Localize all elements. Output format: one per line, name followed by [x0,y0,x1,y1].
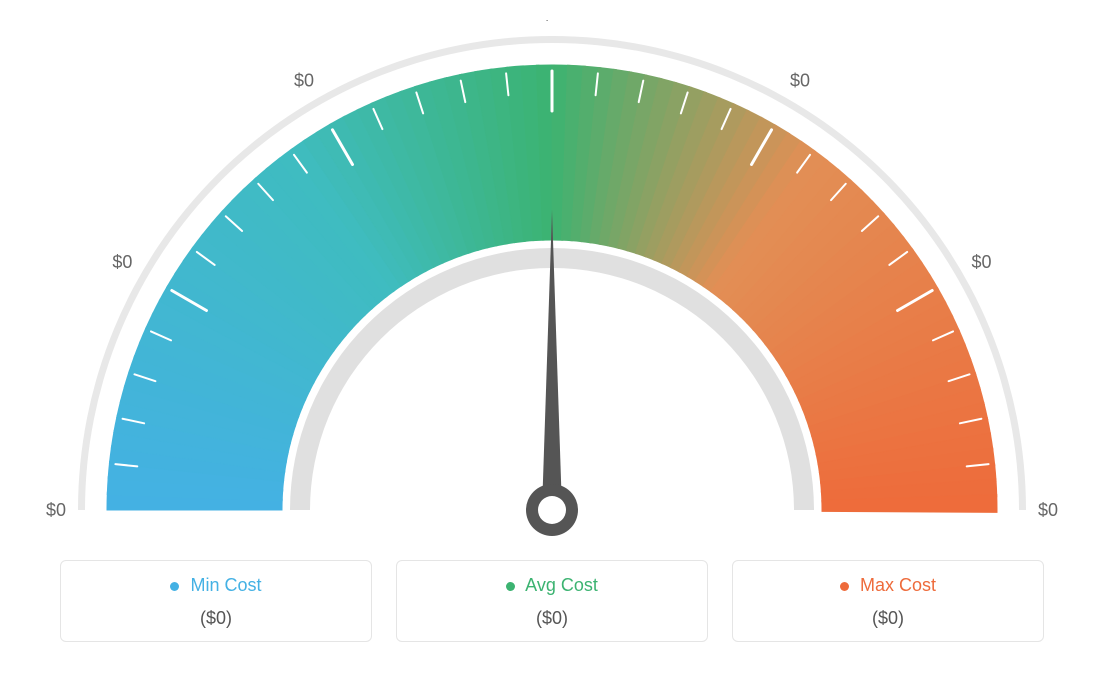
legend-box-avg: Avg Cost ($0) [396,560,708,642]
gauge-area: $0 $0 $0 $0 $0 $0 $0 [40,20,1064,550]
legend-text-min: Min Cost [191,575,262,595]
chart-container: $0 $0 $0 $0 $0 $0 $0 Min Cost ($0) Avg Cost ($… [0,0,1104,690]
legend-dot-max [840,582,849,591]
svg-text:$0: $0 [294,70,314,90]
legend-row: Min Cost ($0) Avg Cost ($0) Max Cost ($0… [40,560,1064,642]
legend-value-min: ($0) [61,608,371,629]
legend-box-max: Max Cost ($0) [732,560,1044,642]
legend-value-avg: ($0) [397,608,707,629]
legend-box-min: Min Cost ($0) [60,560,372,642]
svg-text:$0: $0 [112,252,132,272]
legend-label-min: Min Cost [61,575,371,596]
legend-dot-min [170,582,179,591]
svg-text:$0: $0 [542,20,562,24]
svg-text:$0: $0 [46,500,66,520]
legend-dot-avg [506,582,515,591]
svg-text:$0: $0 [790,70,810,90]
svg-text:$0: $0 [972,252,992,272]
legend-text-avg: Avg Cost [525,575,598,595]
legend-text-max: Max Cost [860,575,936,595]
legend-label-avg: Avg Cost [397,575,707,596]
svg-text:$0: $0 [1038,500,1058,520]
legend-label-max: Max Cost [733,575,1043,596]
legend-value-max: ($0) [733,608,1043,629]
gauge-svg: $0 $0 $0 $0 $0 $0 $0 [40,20,1064,550]
